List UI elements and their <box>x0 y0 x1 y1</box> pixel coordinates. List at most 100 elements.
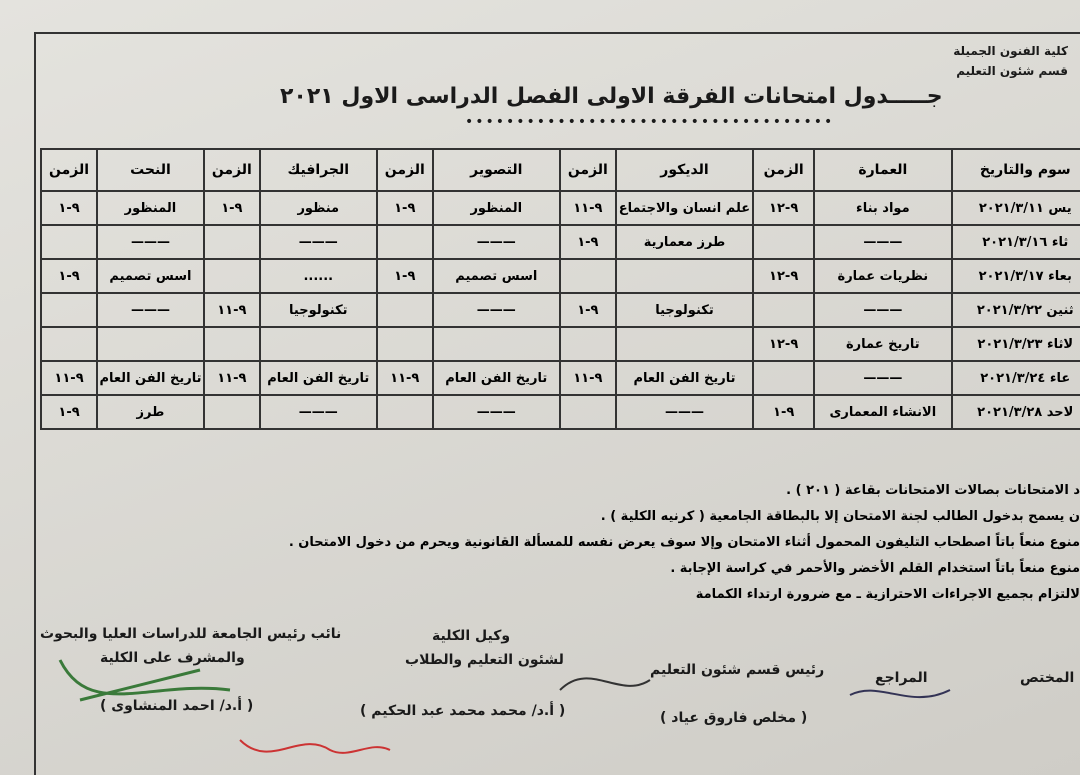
table-cell: تاريخ الفن العام <box>258 360 378 396</box>
table-cell: ——— <box>258 394 378 430</box>
table-cell: مواد بناء <box>813 190 953 226</box>
vp-title: نائب رئيس الجامعة للدراسات العليا والبحو… <box>40 626 342 642</box>
table-cell <box>752 360 816 396</box>
table-cell <box>558 258 617 294</box>
table-cell: نظريات عمارة <box>813 258 953 294</box>
table-cell <box>558 326 617 362</box>
table-cell <box>752 292 816 328</box>
table-cell: ——— <box>258 224 378 260</box>
table-cell: ——— <box>813 292 953 328</box>
table-cell <box>202 326 261 362</box>
column-header: الزمن <box>375 148 434 192</box>
table-cell: ٩-١١ <box>202 292 261 328</box>
table-cell: ——— <box>813 224 953 260</box>
table-cell: ——— <box>96 292 205 328</box>
table-cell: ——— <box>431 394 561 430</box>
vice-dean-name: ( أ.د/ محمد محمد عبد الحكيم ) <box>360 703 566 719</box>
table-cell <box>258 326 378 362</box>
specialist: المختص <box>1020 670 1075 686</box>
vice-dean-title: وكيل الكلية <box>432 628 511 644</box>
table-cell: ...... <box>258 258 378 294</box>
table-cell: ٩-١ <box>375 258 434 294</box>
schedule-table: سوم والتاريخ العمارة الزمن الديكور الزمن التص… <box>39 148 1080 430</box>
table-cell: ——— <box>813 360 953 396</box>
note: منوع منعاً باتاً استخدام القلم الأخضر وا… <box>670 561 1080 576</box>
table-cell: ٩-١ <box>558 292 617 328</box>
frame <box>34 32 1080 775</box>
title: جـــــدول امتحانات الفرقة الاولى الفصل ا… <box>280 84 943 109</box>
table-cell <box>431 326 561 362</box>
column-header: الزمن <box>558 148 617 192</box>
note: منوع منعاً باتاً اصطحاب التليفون المحمول… <box>288 535 1080 550</box>
table-cell <box>202 224 261 260</box>
table-cell: تاريخ الفن العام <box>614 360 755 396</box>
column-header: الزمن <box>202 148 261 192</box>
table-cell: يس ٢٠٢١/٣/١١ <box>950 190 1080 226</box>
table-row: ثنين ٢٠٢١/٣/٢٢ ——— تكنولوجيا ٩-١ ——— تكنولوجي… <box>39 292 1080 328</box>
table-cell: اسس تصميم <box>431 258 561 294</box>
table-cell: ٩-١ <box>202 190 261 226</box>
table-cell: بعاء ٢٠٢١/٣/١٧ <box>950 258 1080 294</box>
table-row: ثاء ٢٠٢١/٣/١٦ ——— طرز معمارية ٩-١ ——— ——— ——— <box>39 224 1080 260</box>
table-cell: ثنين ٢٠٢١/٣/٢٢ <box>950 292 1080 328</box>
table-cell: ٩-١ <box>558 224 617 260</box>
column-header: الديكور <box>614 148 755 192</box>
reviewer: المراجع <box>875 670 928 686</box>
table-row: لاثاء ٢٠٢١/٣/٢٣ تاريخ عمارة ٩-١٢ <box>39 326 1080 362</box>
column-header: الزمن <box>39 148 99 192</box>
table-cell: ٩-١٢ <box>752 326 816 362</box>
table-cell: تاريخ عمارة <box>813 326 953 362</box>
table-cell: ٩-١١ <box>558 190 617 226</box>
table-cell: لاحد ٢٠٢١/٣/٢٨ <box>950 394 1080 430</box>
table-cell <box>614 258 755 294</box>
table-cell: ——— <box>431 224 561 260</box>
table-cell: ثاء ٢٠٢١/٣/١٦ <box>950 224 1080 260</box>
table-cell <box>375 224 434 260</box>
table-cell: تاريخ الفن العام <box>96 360 205 396</box>
table-cell: ٩-١ <box>39 394 99 430</box>
table-cell: الانشاء المعمارى <box>813 394 953 430</box>
table-cell: ٩-١ <box>39 190 99 226</box>
table-cell: ٩-١ <box>752 394 816 430</box>
column-header: النحت <box>96 148 205 192</box>
head-name: ( مخلص فاروق عياد ) <box>660 710 808 726</box>
vp-name: ( أ.د/ احمد المنشاوى ) <box>100 698 254 714</box>
table-cell: اسس تصميم <box>96 258 205 294</box>
table-cell <box>375 394 434 430</box>
faculty: كلية الفنون الجميلة <box>953 44 1068 58</box>
table-cell <box>39 292 99 328</box>
table-cell: ٩-١١ <box>558 360 617 396</box>
column-header: العمارة <box>813 148 953 192</box>
table-cell: ——— <box>431 292 561 328</box>
table-cell <box>202 258 261 294</box>
table-cell: ٩-١١ <box>39 360 99 396</box>
department: قسم شئون التعليم <box>956 64 1068 78</box>
table-cell <box>558 394 617 430</box>
table-cell: علم انسان والاجتماع <box>614 190 755 226</box>
table-cell: ٩-١ <box>39 258 99 294</box>
signature-scribbles <box>58 659 951 754</box>
column-header: سوم والتاريخ <box>950 148 1080 192</box>
table-cell <box>39 224 99 260</box>
dots: •••••••••••••••••••••••••••••••••••• <box>465 114 835 130</box>
table-cell: تكنولوجيا <box>614 292 755 328</box>
table-cell <box>39 326 99 362</box>
table-row: عاء ٢٠٢١/٣/٢٤ ——— تاريخ الفن العام ٩-١١ تاري… <box>39 360 1080 396</box>
table-cell: ٩-١ <box>375 190 434 226</box>
note: ن يسمح بدخول الطالب لجنة الامتحان إلا با… <box>600 509 1080 524</box>
note: لالتزام بجميع الاجراءات الاحترازية ـ مع … <box>695 587 1080 602</box>
table-row: يس ٢٠٢١/٣/١١ مواد بناء ٩-١٢ علم انسان والاج… <box>39 190 1080 226</box>
table-cell <box>614 326 755 362</box>
table-cell: لاثاء ٢٠٢١/٣/٢٣ <box>950 326 1080 362</box>
vp-title2: والمشرف على الكلية <box>100 650 245 666</box>
column-header: الزمن <box>752 148 816 192</box>
header-row: سوم والتاريخ العمارة الزمن الديكور الزمن التص… <box>39 148 1080 192</box>
table-cell: تاريخ الفن العام <box>431 360 561 396</box>
table-cell: ——— <box>96 224 205 260</box>
column-header: التصوير <box>431 148 561 192</box>
table-cell: ٩-١١ <box>375 360 434 396</box>
table-cell: منظور <box>258 190 378 226</box>
table-row: لاحد ٢٠٢١/٣/٢٨ الانشاء المعمارى ٩-١ ——— ——— —… <box>39 394 1080 430</box>
table-cell: المنظور <box>96 190 205 226</box>
